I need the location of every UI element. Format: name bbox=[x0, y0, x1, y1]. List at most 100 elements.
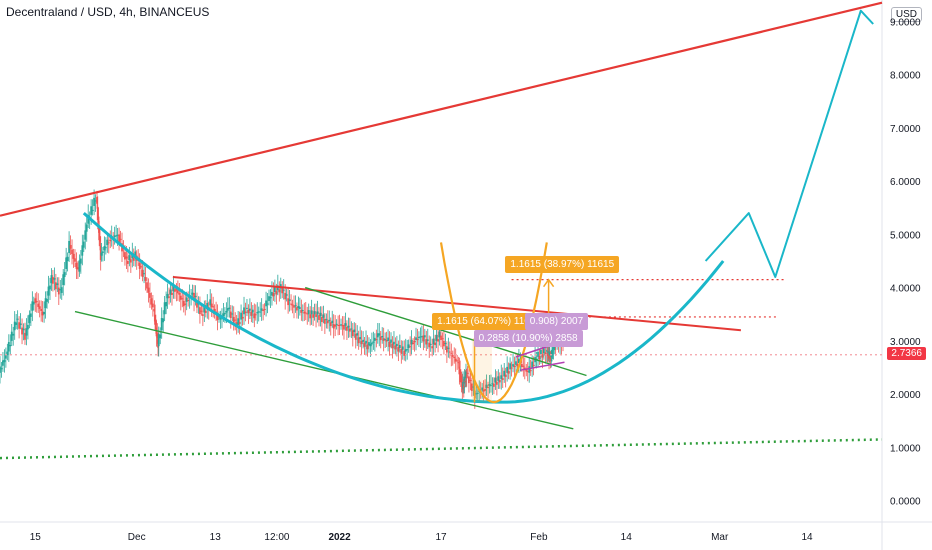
candle-body bbox=[548, 354, 550, 359]
candle-body bbox=[6, 351, 9, 356]
chart-title: Decentraland / USD, 4h, BINANCEUS bbox=[6, 5, 210, 19]
x-tick-label: Dec bbox=[128, 532, 146, 543]
candle-body bbox=[254, 314, 257, 316]
candle-body bbox=[303, 311, 306, 314]
candle-body bbox=[326, 320, 329, 324]
candle-body bbox=[16, 318, 19, 320]
candle-body bbox=[415, 337, 417, 341]
candle-body bbox=[422, 335, 425, 342]
candle-body bbox=[348, 328, 351, 332]
candle-body bbox=[443, 340, 445, 347]
candle-body bbox=[485, 384, 488, 388]
candle-body bbox=[404, 349, 407, 352]
candle-body bbox=[200, 310, 203, 312]
candle-body bbox=[406, 349, 409, 351]
candle-body bbox=[432, 338, 435, 345]
candle-body bbox=[278, 289, 281, 293]
candle-body bbox=[99, 236, 101, 242]
candle-body bbox=[155, 327, 158, 337]
candle-body bbox=[428, 342, 431, 348]
candle-body bbox=[182, 300, 185, 307]
candle-body bbox=[4, 354, 7, 359]
y-tick-label: 6.0000 bbox=[890, 177, 921, 188]
candle-body bbox=[522, 365, 525, 367]
drawings bbox=[0, 1, 883, 460]
candle-body bbox=[325, 319, 328, 321]
candle-body bbox=[113, 235, 116, 238]
candle-body bbox=[459, 375, 462, 383]
candle-body bbox=[194, 295, 197, 297]
candle-body bbox=[451, 355, 454, 357]
candle-body bbox=[545, 350, 548, 352]
candle-body bbox=[7, 342, 10, 352]
candle-body bbox=[216, 314, 219, 320]
candle-body bbox=[310, 310, 313, 315]
candle-body bbox=[462, 386, 465, 388]
candle-body bbox=[298, 307, 301, 309]
candle-body bbox=[13, 321, 16, 331]
candle-body bbox=[85, 224, 88, 232]
candle-body bbox=[290, 303, 292, 305]
candle-body bbox=[59, 289, 62, 291]
candle-body bbox=[193, 292, 195, 301]
candle-body bbox=[387, 337, 389, 341]
candle-body bbox=[273, 286, 276, 293]
candle-body bbox=[509, 363, 511, 370]
candle-body bbox=[501, 378, 504, 380]
candle-body bbox=[491, 383, 494, 385]
candle-body bbox=[445, 346, 448, 353]
candle-body bbox=[294, 305, 297, 307]
candle-body bbox=[306, 313, 309, 315]
candle-body bbox=[350, 328, 353, 330]
candle-body bbox=[532, 364, 535, 366]
candle-body bbox=[438, 331, 441, 338]
candle-body bbox=[2, 360, 4, 366]
candle-body bbox=[212, 306, 215, 308]
candle-body bbox=[96, 197, 98, 204]
candle-body bbox=[515, 361, 517, 365]
candle-body bbox=[344, 323, 347, 326]
annotation-measure-a: 1.1615 (38.97%) 11615 bbox=[505, 255, 620, 273]
candle-body bbox=[206, 303, 209, 309]
currency-selector[interactable]: USD bbox=[890, 7, 922, 22]
candle-body bbox=[201, 314, 204, 316]
candle-body bbox=[420, 336, 423, 338]
candle-body bbox=[65, 257, 68, 269]
candle-body bbox=[209, 299, 212, 306]
measure-box-b bbox=[471, 338, 492, 403]
candle-body bbox=[453, 356, 456, 359]
cup-curve bbox=[82, 211, 725, 404]
candle-body bbox=[538, 355, 541, 360]
candle-body bbox=[79, 258, 82, 264]
candle-body bbox=[382, 338, 385, 341]
candle-body bbox=[125, 256, 128, 259]
candle-body bbox=[41, 311, 44, 316]
candle-body bbox=[357, 337, 360, 344]
candle-body bbox=[504, 374, 507, 377]
candle-body bbox=[52, 276, 54, 284]
candle-body bbox=[56, 283, 59, 285]
candle-body bbox=[249, 308, 251, 311]
x-tick-label: 14 bbox=[621, 532, 633, 543]
candle-body bbox=[304, 312, 307, 314]
y-tick-label: 0.0000 bbox=[890, 497, 921, 508]
candle-body bbox=[82, 241, 85, 248]
candle-body bbox=[154, 321, 157, 325]
candle-body bbox=[174, 289, 176, 292]
candle-body bbox=[391, 343, 394, 349]
candle-body bbox=[468, 376, 470, 384]
annotation-measure-d: 0.908) 2007 bbox=[524, 313, 589, 331]
candle-body bbox=[281, 287, 284, 294]
upper-trend-red bbox=[0, 1, 883, 217]
candle-body bbox=[385, 340, 388, 342]
candle-body bbox=[397, 347, 400, 352]
candle-body bbox=[78, 260, 81, 272]
candle-body bbox=[115, 235, 118, 237]
candle-body bbox=[90, 206, 93, 215]
candle-body bbox=[169, 289, 172, 295]
candle-body bbox=[276, 285, 279, 291]
candle-body bbox=[423, 335, 426, 338]
candle-body bbox=[494, 377, 497, 383]
candle-body bbox=[18, 322, 21, 329]
